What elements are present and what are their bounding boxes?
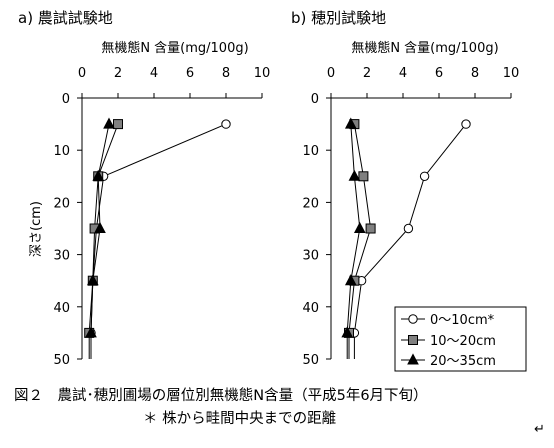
legend-label: 10〜20cm bbox=[430, 334, 496, 349]
chart-title: a) 農試試験地 bbox=[18, 9, 113, 27]
data-point-triangle bbox=[86, 274, 99, 286]
y-tick-label: 50 bbox=[53, 353, 70, 368]
y-tick-label: 20 bbox=[302, 196, 319, 211]
data-point-triangle bbox=[344, 117, 357, 129]
series-line bbox=[348, 124, 372, 359]
data-point-circle bbox=[419, 171, 430, 182]
data-point-triangle bbox=[92, 169, 105, 181]
data-point-square bbox=[113, 119, 123, 130]
data-point-triangle bbox=[103, 117, 115, 129]
chart-title: b) 穂別試験地 bbox=[291, 9, 386, 27]
x-tick-label: 8 bbox=[471, 66, 479, 81]
x-tick-label: 10 bbox=[254, 66, 271, 81]
y-tick-label: 10 bbox=[53, 144, 70, 159]
data-point-triangle bbox=[341, 326, 354, 338]
y-tick-label: 40 bbox=[53, 301, 70, 316]
series-line bbox=[88, 123, 119, 359]
x-tick-label: 0 bbox=[78, 66, 86, 81]
data-point-triangle bbox=[94, 221, 106, 233]
x-tick-label: 4 bbox=[399, 66, 407, 81]
data-point-circle bbox=[221, 119, 231, 129]
y-tick-label: 0 bbox=[311, 92, 319, 107]
legend-marker-circle bbox=[408, 314, 418, 324]
x-axis-label: 無機態N 含量(mg/100g) bbox=[101, 40, 248, 56]
data-point-circle bbox=[403, 223, 414, 234]
data-point-square bbox=[365, 223, 376, 234]
figure-caption: 図２ 農試･穂別圃場の層位別無機態N含量（平成5年6月下旬） bbox=[14, 387, 428, 404]
chart-panel-a: a) 農試試験地 無機態N 含量(mg/100g) 深さ(cm) 0 2 4 6 8 10… bbox=[18, 9, 270, 368]
legend-marker-triangle bbox=[407, 353, 419, 365]
data-point-triangle bbox=[348, 169, 361, 181]
data-point-triangle bbox=[353, 221, 366, 233]
data-point-triangle bbox=[85, 326, 97, 338]
x-tick-label: 2 bbox=[363, 66, 371, 81]
y-axis-label: 深さ(cm) bbox=[29, 201, 44, 257]
x-tick-label: 8 bbox=[222, 66, 230, 81]
legend-label: 20〜35cm bbox=[430, 354, 496, 369]
y-tick-label: 10 bbox=[302, 144, 319, 159]
figure-footnote: ＊ 株から畦間中央までの距離 bbox=[143, 409, 336, 427]
chart-panel-b: b) 穂別試験地 無機態N 含量(mg/100g) 0 2 4 6 8 10 0 10 20 3… bbox=[291, 9, 527, 372]
x-tick-label: 10 bbox=[503, 66, 520, 81]
data-point-square bbox=[358, 171, 369, 182]
x-tick-label: 6 bbox=[435, 66, 443, 81]
y-tick-label: 20 bbox=[53, 196, 70, 211]
data-point-circle bbox=[461, 119, 471, 129]
series-line bbox=[346, 124, 361, 359]
x-tick-label: 6 bbox=[186, 66, 194, 81]
x-tick-label: 0 bbox=[327, 66, 335, 81]
y-tick-label: 30 bbox=[53, 249, 70, 264]
legend-marker-square bbox=[408, 335, 418, 345]
legend-label: 0〜10cm* bbox=[430, 313, 495, 328]
y-tick-label: 30 bbox=[302, 249, 319, 264]
x-tick-label: 4 bbox=[150, 66, 158, 81]
y-tick-label: 0 bbox=[62, 92, 70, 107]
corner-mark: ↵ bbox=[534, 422, 545, 437]
legend: 0〜10cm* 10〜20cm 20〜35cm bbox=[394, 306, 527, 372]
y-tick-label: 40 bbox=[302, 301, 319, 316]
y-tick-label: 50 bbox=[302, 353, 319, 368]
data-point-triangle bbox=[344, 274, 357, 286]
x-axis-label: 無機態N 含量(mg/100g) bbox=[351, 40, 498, 56]
series-line bbox=[90, 123, 227, 359]
x-tick-label: 2 bbox=[114, 66, 122, 81]
